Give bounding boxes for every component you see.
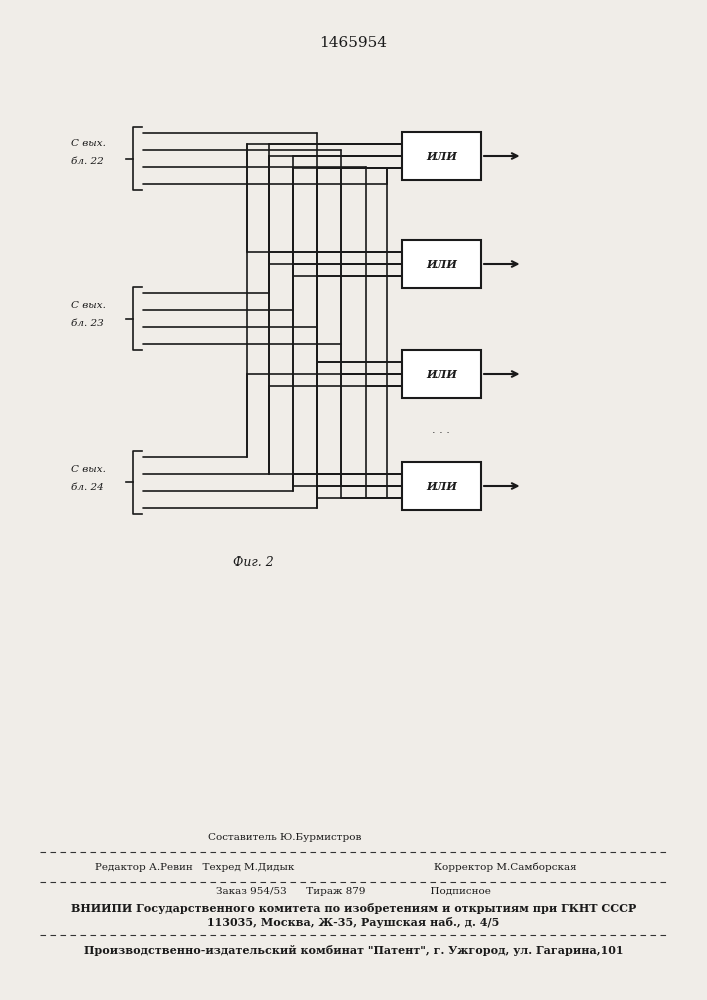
Text: Составитель Ю.Бурмистров: Составитель Ю.Бурмистров (208, 834, 361, 842)
Text: 1465954: 1465954 (320, 36, 387, 50)
Text: . . .: . . . (433, 425, 450, 435)
Text: ИЛИ: ИЛИ (426, 150, 457, 161)
Text: 113035, Москва, Ж-35, Раушская наб., д. 4/5: 113035, Москва, Ж-35, Раушская наб., д. … (207, 918, 500, 928)
Text: бл. 23: бл. 23 (71, 318, 103, 328)
Text: Заказ 954/53      Тираж 879                    Подписное: Заказ 954/53 Тираж 879 Подписное (216, 888, 491, 896)
Bar (402, 132, 481, 180)
Bar (402, 462, 481, 510)
Bar (402, 350, 481, 398)
Text: Редактор А.Ревин   Техред М.Дидык: Редактор А.Ревин Техред М.Дидык (95, 862, 295, 871)
Text: Фиг. 2: Фиг. 2 (233, 556, 274, 568)
Text: С вых.: С вых. (71, 139, 105, 148)
Text: ИЛИ: ИЛИ (426, 481, 457, 491)
Bar (402, 240, 481, 288)
Text: бл. 24: бл. 24 (71, 483, 103, 491)
Text: ИЛИ: ИЛИ (426, 258, 457, 269)
Text: ИЛИ: ИЛИ (426, 368, 457, 379)
Text: С вых.: С вых. (71, 466, 105, 475)
Text: Производственно-издательский комбинат "Патент", г. Ужгород, ул. Гагарина,101: Производственно-издательский комбинат "П… (83, 944, 624, 956)
Text: ВНИИПИ Государственного комитета по изобретениям и открытиям при ГКНТ СССР: ВНИИПИ Государственного комитета по изоб… (71, 902, 636, 914)
Text: С вых.: С вых. (71, 302, 105, 310)
Text: Корректор М.Самборская: Корректор М.Самборская (434, 862, 576, 872)
Text: бл. 22: бл. 22 (71, 156, 103, 165)
